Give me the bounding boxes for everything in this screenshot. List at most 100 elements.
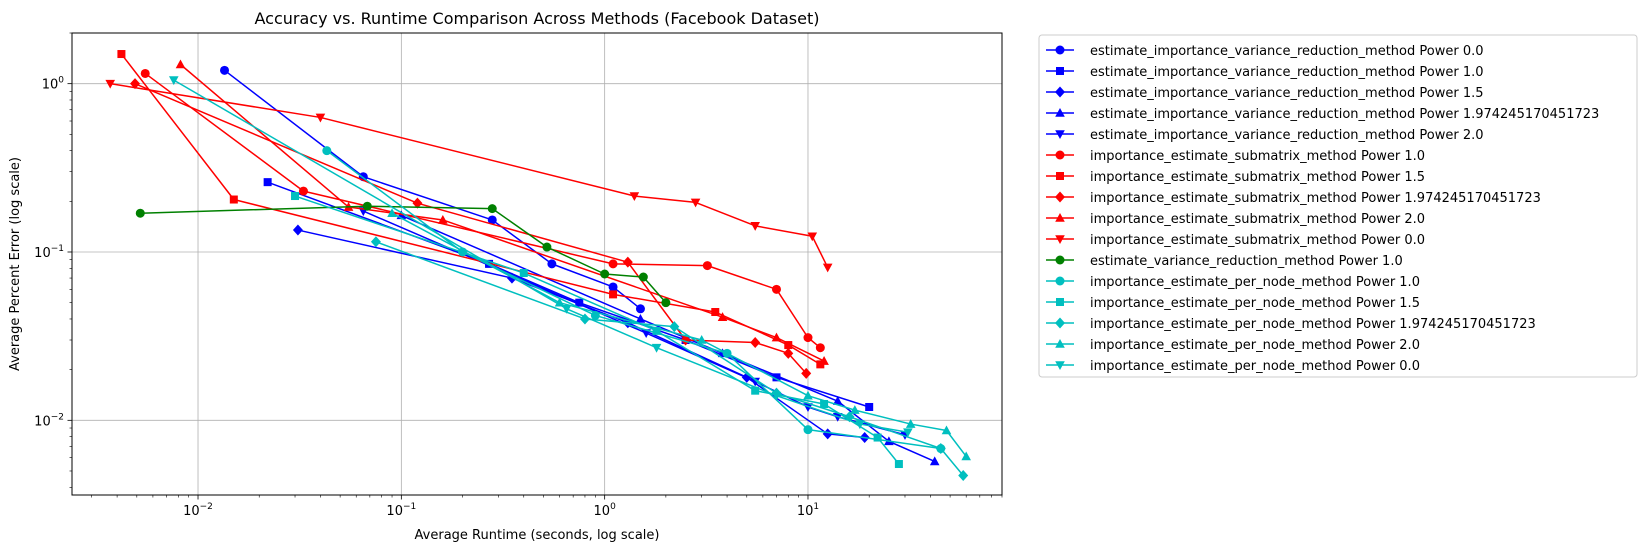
- data-point: [832, 396, 843, 405]
- data-point: [801, 367, 812, 379]
- legend-frame: [1038, 34, 1638, 378]
- data-point: [696, 335, 707, 344]
- data-point: [609, 290, 618, 299]
- plot-area: [72, 33, 1002, 495]
- legend-item: importance_estimate_per_node_method Powe…: [1046, 317, 1536, 332]
- legend-item: importance_estimate_submatrix_method Pow…: [1046, 233, 1425, 248]
- data-point: [783, 347, 794, 359]
- data-point: [772, 373, 781, 382]
- series-8: [130, 78, 812, 379]
- data-point: [784, 341, 793, 350]
- legend-item: estimate_importance_variance_reduction_m…: [1046, 107, 1599, 122]
- legend-label: importance_estimate_per_node_method Powe…: [1090, 296, 1420, 311]
- data-point: [135, 208, 145, 218]
- legend-item: estimate_importance_variance_reduction_m…: [1046, 44, 1484, 59]
- axes-frame: [71, 32, 1003, 496]
- data-point: [322, 146, 332, 156]
- y-tick-label: 10−1: [34, 244, 64, 261]
- legend-marker: [1055, 339, 1065, 348]
- legend-label: estimate_importance_variance_reduction_m…: [1090, 44, 1484, 59]
- data-point: [717, 312, 728, 321]
- legend-label: estimate_importance_variance_reduction_m…: [1090, 128, 1484, 143]
- x-tick-label: 100: [594, 502, 617, 519]
- legend-label: estimate_importance_variance_reduction_m…: [1090, 107, 1599, 122]
- legend-item: importance_estimate_per_node_method Powe…: [1046, 338, 1420, 353]
- data-point: [487, 215, 497, 225]
- series-11: [135, 201, 671, 308]
- data-point: [935, 443, 946, 455]
- legend-item: importance_estimate_per_node_method Powe…: [1046, 359, 1420, 374]
- data-point: [958, 470, 969, 482]
- legend-marker: [1055, 191, 1065, 203]
- data-point: [140, 68, 150, 78]
- legend-marker: [1055, 361, 1065, 370]
- data-point: [229, 195, 238, 204]
- data-point: [803, 333, 813, 343]
- data-point: [905, 419, 916, 428]
- data-point: [961, 451, 971, 461]
- series-15: [387, 208, 971, 461]
- data-point: [702, 261, 712, 271]
- legend-item: importance_estimate_submatrix_method Pow…: [1046, 212, 1425, 227]
- data-point: [575, 298, 584, 307]
- x-tick-label: 101: [797, 502, 819, 519]
- legend-marker: [1055, 235, 1065, 244]
- data-point: [487, 204, 497, 214]
- data-point: [315, 113, 326, 123]
- legend-item: importance_estimate_submatrix_method Pow…: [1046, 191, 1541, 206]
- data-point: [117, 50, 126, 59]
- data-point: [298, 186, 308, 196]
- legend-item: importance_estimate_per_node_method Powe…: [1046, 275, 1420, 290]
- series-16: [168, 76, 913, 438]
- legend-item: importance_estimate_per_node_method Powe…: [1046, 296, 1420, 311]
- data-point: [130, 78, 141, 90]
- legend-item: importance_estimate_submatrix_method Pow…: [1046, 170, 1425, 185]
- data-point: [669, 321, 680, 333]
- legend-marker: [1056, 172, 1064, 180]
- legend-item: importance_estimate_submatrix_method Pow…: [1046, 149, 1425, 164]
- data-point: [600, 269, 610, 279]
- legend-marker: [1056, 298, 1064, 306]
- legend-marker: [1055, 130, 1065, 139]
- legend-label: importance_estimate_per_node_method Powe…: [1090, 275, 1420, 290]
- chart-title: Accuracy vs. Runtime Comparison Across M…: [255, 9, 820, 28]
- data-point: [519, 269, 528, 278]
- legend-label: importance_estimate_per_node_method Powe…: [1090, 359, 1420, 374]
- data-point: [608, 282, 618, 292]
- data-point: [815, 343, 825, 353]
- data-point: [387, 208, 397, 218]
- data-point: [263, 178, 272, 187]
- legend-label: estimate_importance_variance_reduction_m…: [1090, 65, 1484, 80]
- data-point: [822, 428, 833, 440]
- legend-marker: [1055, 255, 1065, 265]
- legend-label: importance_estimate_submatrix_method Pow…: [1090, 149, 1425, 164]
- data-point: [873, 433, 882, 442]
- data-point: [638, 272, 648, 282]
- legend-marker: [1055, 317, 1065, 329]
- legend-item: estimate_importance_variance_reduction_m…: [1046, 128, 1484, 143]
- legend-label: importance_estimate_submatrix_method Pow…: [1090, 212, 1425, 227]
- legend-label: importance_estimate_submatrix_method Pow…: [1090, 233, 1425, 248]
- data-point: [771, 284, 781, 294]
- data-point: [105, 79, 116, 89]
- data-point: [819, 356, 829, 365]
- legend-marker: [1056, 67, 1064, 75]
- x-tick-label: 10−2: [183, 502, 213, 519]
- axes: 10−2 10−1 100 101 10−2 10−1 100: [34, 32, 1003, 519]
- legend: estimate_importance_variance_reduction_m…: [1038, 34, 1638, 378]
- data-point: [751, 386, 760, 395]
- x-tick-label: 10−1: [386, 502, 416, 519]
- legend-marker: [1055, 276, 1065, 286]
- legend-marker: [1055, 150, 1065, 160]
- legend-label: importance_estimate_submatrix_method Pow…: [1090, 170, 1425, 185]
- y-tick-label: 100: [42, 76, 65, 93]
- data-point: [941, 425, 952, 435]
- data-point: [894, 460, 903, 469]
- data-point: [652, 326, 661, 335]
- data-point: [370, 236, 381, 248]
- legend-marker: [1055, 86, 1065, 98]
- data-point: [850, 405, 860, 414]
- series-line: [173, 79, 909, 433]
- legend-label: importance_estimate_per_node_method Powe…: [1090, 338, 1420, 353]
- data-point: [635, 313, 646, 323]
